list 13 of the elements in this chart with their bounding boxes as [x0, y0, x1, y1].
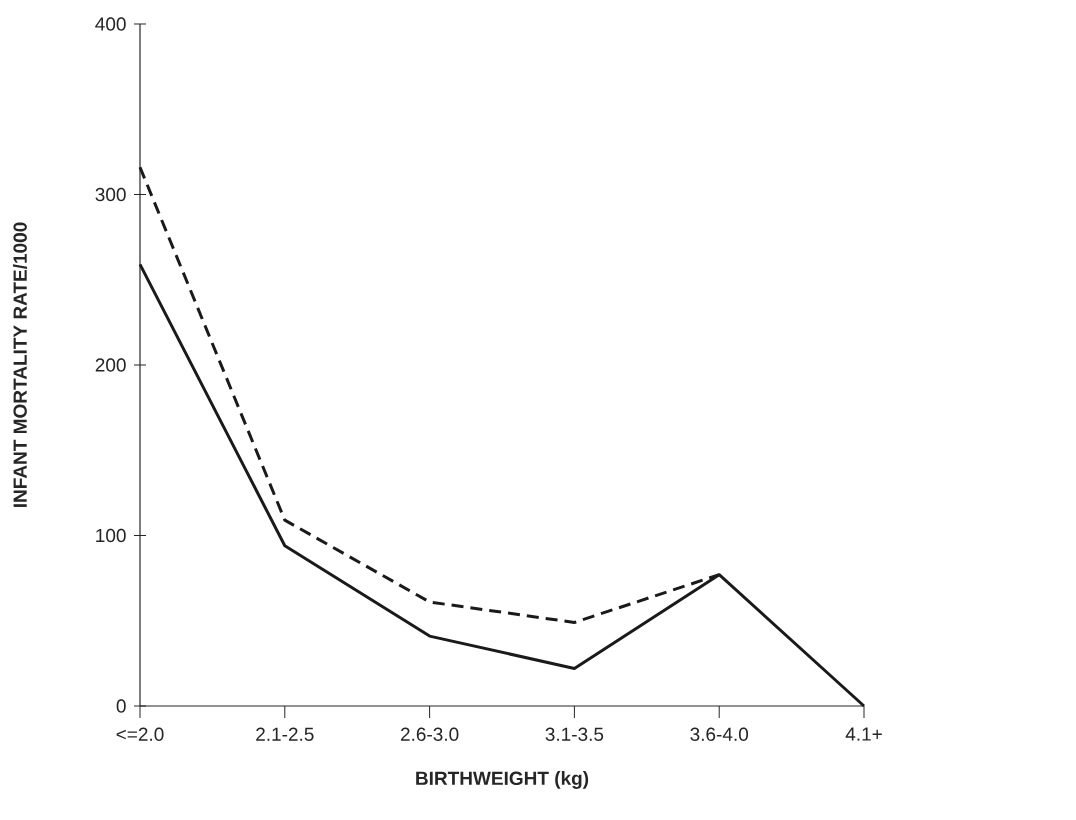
y-axis-title: INFANT MORTALITY RATE/1000 [12, 222, 28, 507]
x-tick-label: 2.6-3.0 [400, 727, 459, 741]
y-tick-label: 100 [96, 528, 126, 543]
x-tick-label: 4.1+ [845, 727, 882, 741]
x-tick-label: 3.1-3.5 [545, 727, 604, 741]
x-tick-label: <=2.0 [116, 727, 164, 741]
y-tick-label: 400 [95, 17, 126, 31]
y-tick-label: 200 [95, 358, 126, 372]
x-axis-title: BIRTHWEIGHT (kg) [416, 771, 589, 789]
y-tick-label: 300 [95, 187, 126, 202]
x-tick-label: 3.6-4.0 [690, 727, 749, 741]
x-tick-label: 2.1-2.5 [256, 727, 314, 741]
y-tick-label: 0 [116, 699, 126, 713]
